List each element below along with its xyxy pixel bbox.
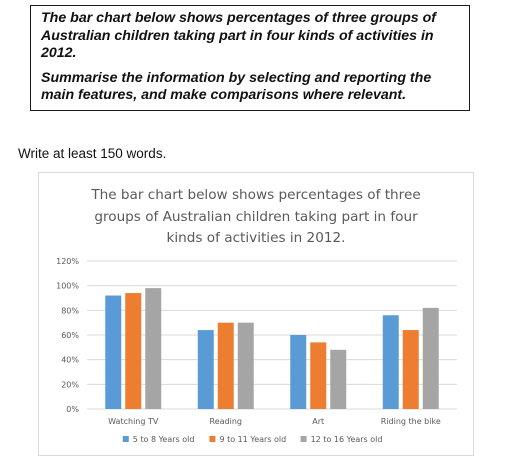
- bar: [105, 295, 122, 409]
- y-tick-label: 20%: [61, 380, 79, 389]
- bar: [290, 335, 307, 409]
- chart-title-line: The bar chart below shows percentages of…: [91, 187, 421, 203]
- bar: [422, 307, 439, 409]
- bar-chart: 0% 20% 40% 60% 80% 100% 120% Watching TV Reading…: [56, 257, 457, 444]
- legend-label: 9 to 11 Years old: [219, 435, 286, 444]
- chart-frame: The bar chart below shows percentages of…: [38, 172, 474, 456]
- legend-label: 12 to 16 Years old: [311, 435, 383, 444]
- task-text-line: The bar chart below shows percentages of…: [41, 10, 436, 26]
- chart-title-line: kinds of activities in 2012.: [166, 230, 346, 246]
- y-tick-label: 60%: [61, 331, 79, 340]
- x-category-label: Riding the bike: [381, 417, 441, 426]
- x-category-label: Art: [312, 417, 324, 426]
- task-text-line: Summarise the information by selecting a…: [41, 69, 432, 86]
- bar: [310, 342, 327, 409]
- x-category-label: Reading: [210, 417, 242, 426]
- word-count-instruction: Write at least 150 words.: [18, 146, 167, 161]
- bar: [217, 322, 234, 409]
- y-tick-label: 0%: [66, 405, 79, 414]
- task-text-line: Australian children taking part in four …: [41, 27, 434, 44]
- y-tick-label: 120%: [56, 257, 79, 266]
- legend-swatch: [209, 436, 216, 442]
- legend-label: 5 to 8 Years old: [133, 435, 195, 444]
- bar: [330, 349, 347, 409]
- legend-swatch: [122, 436, 129, 442]
- task-text-line: main features, and make comparisons wher…: [41, 87, 407, 103]
- bar: [382, 315, 399, 409]
- bar: [237, 322, 254, 409]
- task-prompt-box: The bar chart below shows percentages of…: [30, 5, 470, 111]
- y-tick-label: 40%: [61, 356, 79, 365]
- bar: [125, 293, 142, 409]
- x-category-label: Watching TV: [108, 417, 159, 426]
- bar: [145, 288, 162, 409]
- legend-swatch: [300, 436, 307, 442]
- chart-title-line: groups of Australian children taking par…: [94, 208, 418, 225]
- task-text-line: 2012.: [41, 45, 77, 61]
- y-tick-label: 100%: [56, 282, 79, 291]
- bar: [197, 330, 214, 409]
- bar: [402, 330, 419, 409]
- y-tick-label: 80%: [61, 306, 79, 315]
